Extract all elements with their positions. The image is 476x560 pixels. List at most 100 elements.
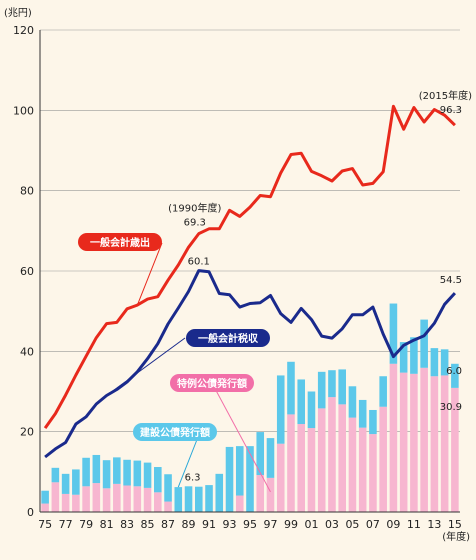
special-bond-bar	[307, 428, 316, 512]
special-bond-bar	[410, 373, 418, 512]
period-1990: (1990年度)	[168, 202, 221, 215]
x-tick-label: 15	[448, 518, 462, 531]
construction-bond-bar	[266, 438, 275, 478]
special-bond-bar	[113, 483, 121, 512]
tax-leader	[106, 337, 186, 396]
y-tick-label: 40	[20, 345, 34, 358]
y-tick-label: 0	[27, 506, 34, 519]
x-unit-label: (年度)	[442, 530, 470, 543]
construction-bond-label-badge	[133, 423, 217, 441]
x-tick-label: 05	[345, 518, 359, 531]
value-tax-1990: 60.1	[188, 257, 210, 268]
tax-label-badge	[186, 329, 270, 347]
y-tick-label: 100	[13, 104, 34, 117]
x-tick-label: 91	[202, 518, 216, 531]
special-bond-bar	[51, 482, 60, 512]
construction-bond-bar	[61, 473, 70, 494]
x-tick-label: 09	[386, 518, 400, 531]
construction-bond-bar	[276, 375, 285, 444]
special-bond-bar	[440, 375, 449, 512]
special-bond-bar	[256, 475, 265, 512]
special-bond-label: 特例公債発行額	[177, 377, 247, 390]
construction-bond-bar	[369, 409, 377, 435]
special-bond-bar	[338, 404, 346, 512]
construction-bond-bar	[41, 490, 49, 504]
special-bond-bar	[133, 486, 142, 512]
special-bond-bar	[143, 487, 152, 512]
construction-bond-bar	[307, 391, 316, 429]
x-tick-label: 95	[243, 518, 257, 531]
construction-bond-bar	[154, 467, 162, 493]
construction-bond-bar	[246, 446, 254, 512]
special-bond-bar	[287, 414, 295, 512]
x-tick-label: 89	[182, 518, 196, 531]
construction-bond-bar	[113, 457, 121, 484]
special-bond-bar	[266, 477, 275, 512]
construction-bond-bar	[430, 348, 439, 377]
x-tick-label: 01	[304, 518, 318, 531]
special-bond-bar	[61, 493, 70, 512]
special-bond-bar	[348, 417, 357, 512]
special-bond-bar	[82, 486, 90, 512]
construction-bond-bar	[379, 376, 387, 407]
construction-bond-bar	[82, 457, 90, 487]
special-bond-bar	[369, 434, 377, 512]
construction-bond-bar	[420, 319, 428, 368]
special-bond-bar	[389, 363, 398, 512]
y-unit-label: (兆円)	[4, 7, 32, 19]
bond-bars	[41, 303, 459, 512]
construction-bond-bar	[399, 342, 408, 373]
x-tick-label: 75	[38, 518, 52, 531]
x-tick-label: 99	[284, 518, 298, 531]
value-expenditure-1990: 69.3	[184, 218, 206, 229]
construction-bond-bar	[72, 469, 80, 495]
special-bond-bar	[154, 492, 162, 512]
lines	[43, 104, 457, 459]
y-tick-label: 120	[13, 24, 34, 37]
value-special-2015: 30.9	[440, 402, 462, 413]
construction-bond-bar	[287, 361, 295, 415]
special-bond-label-badge	[170, 374, 254, 392]
construction-bond-bar	[338, 369, 346, 405]
special-bond-bar	[420, 367, 428, 512]
special-bond-bar	[451, 387, 459, 512]
x-tick-label: 93	[223, 518, 237, 531]
special-leader	[211, 382, 271, 493]
period-2015: (2015年度)	[419, 89, 472, 102]
x-tick-label: 03	[325, 518, 339, 531]
x-tick-label: 79	[79, 518, 93, 531]
x-tick-label: 11	[407, 518, 421, 531]
construction-bond-bar	[92, 454, 101, 484]
special-bond-bar	[41, 503, 49, 512]
special-bond-bar	[379, 406, 387, 512]
special-bond-bar	[164, 501, 172, 512]
value-expenditure-2015: 96.3	[440, 105, 462, 116]
tax-label: 一般会計税収	[198, 332, 259, 345]
construction-bond-bar	[51, 467, 60, 483]
x-tick-label: 83	[120, 518, 134, 531]
expenditure-leader	[136, 242, 163, 306]
value-bond-1990: 6.3	[185, 473, 201, 484]
tax-revenue-line	[44, 269, 457, 459]
construction-bond-bar	[174, 487, 183, 512]
x-tick-label: 85	[141, 518, 155, 531]
special-bond-bar	[92, 483, 101, 512]
expenditure-line	[43, 104, 456, 429]
construction-bond-bar	[102, 460, 111, 489]
construction-bond-bar	[235, 446, 244, 496]
construction-bond-bar	[205, 485, 213, 512]
annotations: (1990年度) 69.3 60.1 6.3 (2015年度) 96.3 54.5 6.0 30…	[168, 89, 472, 484]
special-bond-bar	[72, 494, 80, 512]
construction-bond-bar	[328, 370, 336, 398]
special-bond-bar	[399, 372, 408, 512]
special-bond-bar	[317, 408, 326, 512]
special-bond-bar	[235, 495, 244, 512]
value-tax-2015: 54.5	[440, 275, 462, 286]
special-bond-bar	[276, 443, 285, 512]
y-tick-label: 80	[20, 185, 34, 198]
special-bond-bar	[102, 488, 111, 512]
x-tick-label: 77	[59, 518, 73, 531]
x-tick-label: 13	[427, 518, 441, 531]
construction-bond-bar	[297, 379, 306, 425]
x-tick-label: 81	[100, 518, 114, 531]
